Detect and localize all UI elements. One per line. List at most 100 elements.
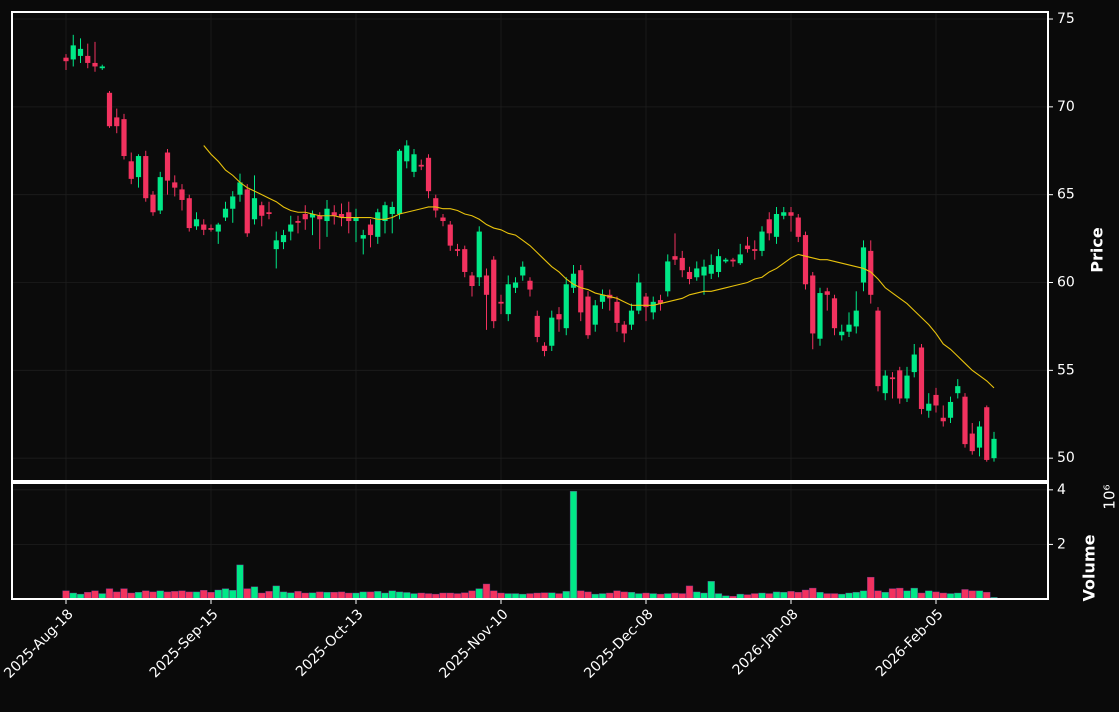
candle-body xyxy=(92,62,98,67)
candle-body xyxy=(650,301,656,313)
candle-body xyxy=(70,45,76,60)
volume-bar xyxy=(171,591,179,600)
volume-bar xyxy=(134,591,143,600)
candle-body xyxy=(578,270,584,313)
candle-body xyxy=(955,386,961,394)
volume-bar xyxy=(932,591,940,600)
volume-bar xyxy=(207,591,215,600)
volume-bar xyxy=(910,587,918,600)
volume-bar xyxy=(105,588,114,600)
volume-bar xyxy=(265,591,273,600)
volume-bar xyxy=(787,591,795,600)
volume-bar xyxy=(272,585,280,600)
volume-bar xyxy=(279,591,288,600)
candle-body xyxy=(411,154,417,172)
volume-bar xyxy=(613,590,621,600)
candle-body xyxy=(425,157,432,192)
candle-body xyxy=(367,224,374,236)
price-frame xyxy=(11,11,1049,482)
volume-bar xyxy=(816,591,824,600)
volume-bar xyxy=(192,591,201,600)
candle-body xyxy=(657,300,664,304)
candle-body xyxy=(266,212,272,215)
volume-bar xyxy=(163,591,172,600)
candle-body xyxy=(186,198,192,229)
y-tick-label: 50 xyxy=(1057,450,1075,466)
candle-body xyxy=(433,198,439,211)
volume-bar xyxy=(468,590,476,600)
candle-body xyxy=(549,317,555,346)
candle-body xyxy=(918,347,925,409)
volume-bar xyxy=(968,590,976,600)
candle-body xyxy=(744,245,751,250)
candle-body xyxy=(773,214,780,237)
candle-body xyxy=(128,161,134,179)
candle-body xyxy=(230,196,236,209)
volume-bar xyxy=(888,588,897,600)
candle-body xyxy=(556,314,562,320)
candle-body xyxy=(440,217,446,222)
candle-body xyxy=(454,249,461,251)
volume-bar xyxy=(142,590,150,600)
candle-body xyxy=(686,271,693,279)
y-tick-label: 75 xyxy=(1057,11,1075,27)
candle-body xyxy=(259,205,265,216)
volume-bar xyxy=(120,588,128,600)
candle-body xyxy=(991,438,997,459)
candle-body xyxy=(897,370,903,399)
candle-body xyxy=(164,152,171,181)
volume-bar xyxy=(395,591,404,600)
volume-bar xyxy=(330,591,338,600)
volume-bar xyxy=(482,583,491,600)
volume-bar xyxy=(903,590,911,600)
volume-bar xyxy=(569,490,578,600)
candle-body xyxy=(585,296,591,336)
candle-body xyxy=(628,310,635,325)
candle-body xyxy=(389,206,395,215)
volume-bar xyxy=(801,589,810,600)
volume-bar xyxy=(925,590,933,600)
volume-bar xyxy=(584,591,592,600)
candle-body xyxy=(860,247,867,283)
candle-body xyxy=(831,298,838,329)
candle-body xyxy=(77,48,84,56)
candle-body xyxy=(781,212,787,216)
candle-body xyxy=(889,377,896,380)
candle-body xyxy=(498,301,504,304)
candle-body xyxy=(447,224,453,246)
volume-bar xyxy=(250,586,259,600)
volume-bar xyxy=(577,590,585,600)
candle-body xyxy=(766,219,772,234)
candle-body xyxy=(788,212,794,216)
candle-body xyxy=(701,266,707,276)
candle-body xyxy=(737,254,743,264)
candle-body xyxy=(636,282,642,311)
candle-body xyxy=(672,256,678,260)
candle-body xyxy=(483,275,490,295)
volume-bar xyxy=(388,590,396,600)
volume-bar xyxy=(867,576,875,600)
candle-body xyxy=(121,119,127,157)
candle-body xyxy=(570,273,577,288)
candle-body xyxy=(193,219,200,227)
candle-body xyxy=(237,182,243,195)
volume-bar xyxy=(475,588,483,600)
volume-tick-label: 2 xyxy=(1057,536,1066,552)
volume-bar xyxy=(794,591,802,600)
candle-body xyxy=(599,294,606,302)
candle-body xyxy=(172,182,178,188)
candle-body xyxy=(759,231,765,251)
volume-panel xyxy=(12,483,1048,599)
volume-bar xyxy=(178,590,186,600)
candle-body xyxy=(462,249,468,272)
candle-body xyxy=(418,164,424,167)
volume-bar xyxy=(149,591,157,600)
candle-body xyxy=(135,156,142,178)
candle-body xyxy=(752,249,758,251)
volume-bar xyxy=(91,590,99,600)
candle-body xyxy=(324,208,330,222)
candle-body xyxy=(505,284,511,315)
volume-bar xyxy=(200,590,208,600)
volume-bar xyxy=(881,591,889,600)
volume-bar xyxy=(359,591,367,600)
